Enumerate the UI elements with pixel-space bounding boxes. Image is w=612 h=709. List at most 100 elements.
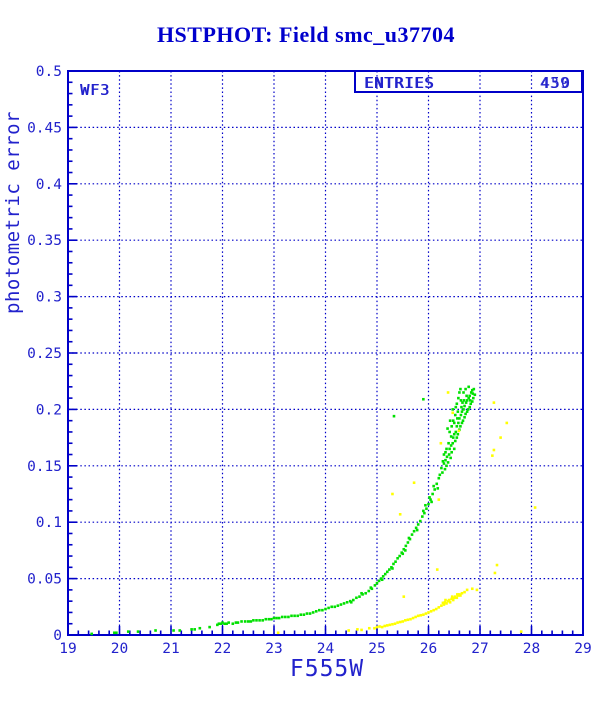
- chip-stars-green-point: [444, 450, 447, 454]
- chip-stars-green-point: [449, 456, 452, 460]
- chip-stars-green-point: [249, 620, 253, 623]
- chip-stars-yellow-point: [519, 630, 523, 633]
- chip-stars-green-point: [467, 396, 470, 400]
- y-tick-label: 0.2: [36, 402, 62, 418]
- chip-stars-green-point: [459, 387, 462, 391]
- chip-stars-yellow-point: [373, 626, 376, 630]
- chip-stars-green-point: [431, 492, 434, 496]
- chip-stars-green-point: [404, 549, 407, 552]
- x-tick-label: 26: [420, 641, 437, 657]
- chip-stars-yellow-point: [505, 421, 509, 425]
- chip-stars-yellow-point: [499, 436, 502, 439]
- detector-label: WF3: [80, 81, 111, 99]
- chip-stars-yellow-point: [446, 391, 450, 394]
- chip-stars-green-point: [455, 425, 459, 428]
- chip-stars-green-point: [460, 410, 464, 413]
- chip-stars-green-point: [470, 400, 474, 403]
- chip-stars-green-point: [454, 405, 458, 409]
- chip-stars-green-point: [392, 562, 395, 566]
- chip-stars-yellow-point: [427, 611, 430, 614]
- chip-stars-green-point: [277, 616, 281, 620]
- chip-stars-green-point: [467, 385, 470, 389]
- chip-stars-green-point: [471, 392, 475, 395]
- chip-stars-green-point: [360, 591, 363, 595]
- chip-stars-yellow-point: [429, 610, 433, 613]
- chip-stars-yellow-point: [416, 614, 420, 618]
- chip-stars-yellow-point: [492, 448, 496, 452]
- chip-stars-green-point: [427, 502, 430, 506]
- chip-stars-green-point: [463, 404, 466, 408]
- chip-stars-yellow-point: [442, 603, 446, 606]
- chip-stars-green-point: [444, 458, 447, 462]
- chip-stars-green-point: [136, 630, 140, 633]
- chip-stars-green-point: [466, 408, 470, 411]
- chip-stars-yellow-point: [434, 607, 438, 611]
- chip-stars-yellow-point: [396, 621, 399, 624]
- chip-stars-green-point: [264, 617, 268, 621]
- chip-stars-green-point: [336, 604, 340, 607]
- chip-stars-green-point: [330, 605, 333, 609]
- chip-stars-green-point: [435, 482, 439, 486]
- chip-stars-yellow-point: [388, 623, 392, 627]
- chip-stars-green-point: [355, 596, 358, 600]
- chip-stars-green-point: [406, 541, 410, 544]
- chip-stars-green-point: [458, 417, 461, 420]
- chip-stars-yellow-point: [493, 571, 497, 575]
- chip-stars-green-point: [425, 507, 428, 510]
- chip-stars-green-point: [398, 554, 401, 558]
- chip-stars-green-point: [280, 615, 284, 619]
- x-tick-label: 24: [317, 641, 335, 657]
- x-tick-label: 28: [523, 641, 540, 657]
- chip-stars-green-point: [314, 610, 318, 613]
- chip-stars-green-point: [267, 617, 271, 621]
- chip-stars-green-point: [404, 544, 408, 548]
- chip-stars-green-point: [321, 608, 324, 612]
- chip-stars-green-point: [375, 581, 379, 585]
- chip-stars-yellow-point: [404, 619, 407, 622]
- chip-stars-yellow-point: [422, 613, 425, 616]
- chip-stars-green-point: [193, 628, 196, 631]
- chip-stars-green-point: [377, 579, 381, 583]
- chip-stars-green-point: [410, 533, 414, 536]
- entries-box: ENTRIES 439 450: [354, 70, 583, 93]
- chip-stars-green-point: [402, 547, 406, 551]
- chip-stars-green-point: [469, 402, 473, 406]
- chip-stars-yellow-point: [437, 498, 441, 501]
- chip-stars-green-point: [443, 467, 447, 471]
- plot-frame: [67, 70, 584, 636]
- chip-stars-green-point: [424, 503, 427, 507]
- chip-stars-yellow-point: [457, 429, 461, 433]
- chip-stars-green-point: [460, 421, 464, 425]
- chip-stars-green-point: [217, 622, 221, 626]
- x-tick-label: 22: [214, 641, 231, 657]
- chip-stars-green-point: [126, 630, 130, 633]
- chip-stars-green-point: [345, 600, 349, 604]
- chip-stars-green-point: [190, 628, 193, 631]
- chip-stars-green-point: [339, 603, 343, 606]
- chip-stars-yellow-point: [391, 622, 394, 626]
- chip-stars-green-point: [448, 430, 451, 434]
- chip-stars-green-point: [455, 402, 459, 406]
- chip-stars-green-point: [255, 619, 258, 622]
- chip-stars-yellow-point: [412, 481, 416, 485]
- chip-stars-yellow-point: [409, 617, 412, 621]
- chip-stars-yellow-point: [455, 596, 459, 600]
- chip-stars-green-point: [318, 608, 321, 612]
- chip-stars-green-point: [436, 487, 440, 490]
- y-tick-label: 0.15: [27, 459, 62, 475]
- chip-stars-yellow-point: [391, 492, 394, 496]
- chip-stars-yellow-point: [447, 598, 451, 602]
- chip-stars-yellow-point: [460, 591, 464, 595]
- chip-stars-green-point: [470, 388, 474, 392]
- chip-stars-green-point: [445, 455, 449, 459]
- chip-stars-green-point: [234, 621, 238, 624]
- chip-stars-green-point: [302, 613, 306, 616]
- chip-stars-yellow-point: [453, 595, 457, 598]
- chip-stars-yellow-point: [401, 620, 405, 623]
- chip-stars-yellow-point: [393, 622, 397, 626]
- chip-stars-green-point: [113, 631, 116, 635]
- chip-stars-green-point: [462, 399, 466, 402]
- chip-stars-green-point: [416, 523, 420, 526]
